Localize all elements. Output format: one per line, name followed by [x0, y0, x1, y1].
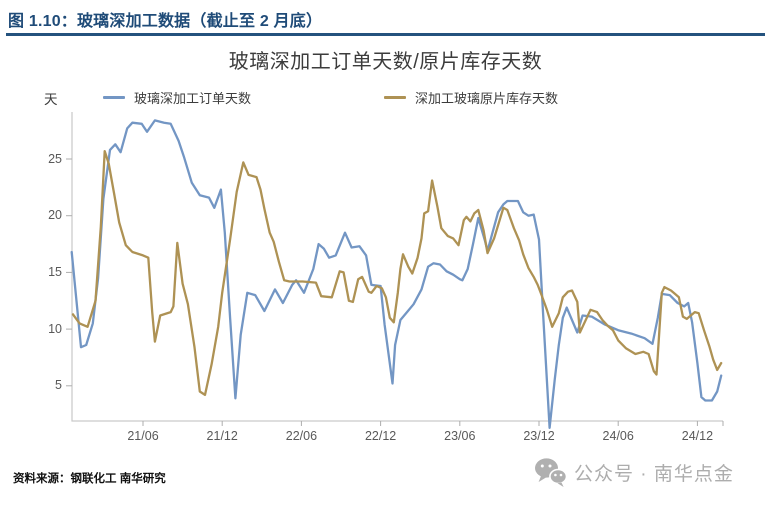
y-axis-tick-label: 15 [48, 264, 62, 279]
x-axis-tick-label: 23/12 [523, 429, 555, 443]
legend-label: 玻璃深加工订单天数 [134, 90, 252, 106]
x-axis-tick-label: 24/06 [602, 429, 634, 443]
y-axis-unit-label: 天 [44, 92, 58, 107]
figure-caption: 图 1.10：玻璃深加工数据（截止至 2 月底） [8, 13, 323, 30]
legend-item-inventory-days: 深加工玻璃原片库存天数 [384, 89, 559, 106]
legend-dash-blue [103, 95, 125, 99]
wechat-account-label: 公众号 · 南华点金 [574, 464, 734, 485]
y-axis-tick-label: 5 [55, 378, 62, 393]
wechat-badge: 公众号 · 南华点金 [534, 457, 734, 488]
source-note: 资料来源：钢联化工 南华研究 [13, 473, 166, 485]
axis-lines [71, 112, 723, 422]
x-axis-tick-label: 21/06 [127, 429, 159, 443]
y-axis-tick-label: 10 [48, 321, 62, 336]
header-rule [6, 33, 765, 36]
x-axis-tick-label: 21/12 [206, 429, 238, 443]
chart-title: 玻璃深加工订单天数/原片库存天数 [228, 51, 543, 73]
x-axis-tick-label: 22/12 [364, 429, 397, 443]
wechat-icon [535, 458, 567, 487]
y-axis-tick-label: 20 [48, 208, 62, 223]
x-axis-tick-label: 24/12 [681, 429, 714, 443]
x-axis-tick-label: 23/06 [444, 429, 476, 443]
series-line-order-days [70, 119, 723, 429]
legend-label: 深加工玻璃原片库存天数 [415, 90, 559, 106]
y-axis-tick-label: 25 [48, 151, 62, 166]
legend-item-order-days: 玻璃深加工订单天数 [103, 89, 252, 106]
series-line-inventory-days [71, 149, 723, 397]
x-axis-tick-label: 22/06 [285, 429, 318, 443]
legend-dash-tan [384, 95, 406, 99]
